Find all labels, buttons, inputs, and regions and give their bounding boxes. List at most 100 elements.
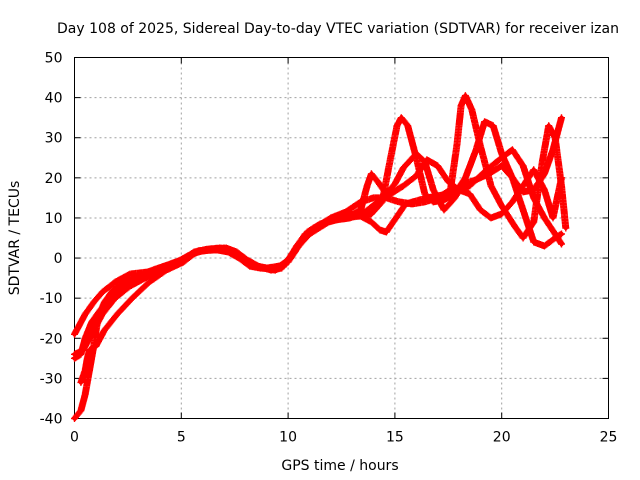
data-point [100,289,105,295]
data-point [467,183,472,189]
data-point [559,241,564,247]
data-point [512,223,517,229]
data-point [531,195,536,201]
x-tick-label: 15 [386,430,404,446]
data-point [542,243,547,249]
data-point [531,239,536,245]
data-point [115,312,120,317]
data-point [219,246,225,252]
data-point [288,255,293,261]
data-point [488,215,494,221]
data-point [478,207,483,213]
data-point [164,267,169,273]
y-tick-label: -30 [40,371,63,387]
data-point [552,135,558,140]
data-point [520,235,526,241]
data-point [546,123,551,128]
data-point [484,167,489,173]
data-point [414,173,419,179]
data-point [298,239,304,245]
data-point [89,332,94,337]
data-point [78,408,84,413]
x-tick-label: 5 [177,430,186,446]
data-point [401,165,406,171]
data-point [458,103,464,108]
data-point [394,123,400,128]
data-point [358,199,363,205]
data-point [499,203,504,209]
data-point [469,107,474,112]
data-point [414,155,419,160]
data-point [399,115,404,120]
data-point [463,93,468,98]
data-point [401,183,406,189]
data-point [473,147,479,152]
data-point [181,259,186,265]
data-point [392,181,398,187]
data-point [241,257,246,263]
x-tick-label: 0 [70,430,79,446]
data-point [76,324,81,329]
data-point [275,265,280,271]
data-point [362,209,368,215]
data-point [102,328,107,333]
data-point [72,356,77,361]
data-point [435,163,440,168]
data-point [478,143,483,148]
data-point [499,211,504,217]
y-axis-label: SDTVAR / TECUs [7,181,23,296]
data-point [82,368,88,373]
data-point [424,157,430,162]
data-point [87,348,92,353]
data-point [396,199,402,205]
data-point [324,219,329,225]
data-point [377,227,383,233]
data-point [446,191,451,197]
data-marks [71,92,570,422]
data-point [463,175,468,181]
data-point [72,416,77,421]
series-markers-1 [71,114,565,362]
data-point [91,299,96,305]
data-point [559,231,564,237]
grid [74,57,609,419]
series-track-b [71,114,565,362]
data-point [371,195,376,201]
data-point [454,143,460,148]
data-point [100,312,105,317]
data-point [550,215,556,221]
data-point [206,247,212,253]
data-point [112,295,118,301]
data-point [520,163,526,168]
data-point [388,191,393,197]
data-point [369,211,374,217]
data-point [388,155,393,160]
data-point [369,171,374,177]
data-point [230,249,235,255]
data-point [552,231,558,237]
x-axis-label: GPS time / hours [281,458,398,474]
data-point [369,219,374,225]
data-point [490,123,496,128]
data-point [85,356,90,361]
data-point [510,147,515,152]
data-point [510,175,515,181]
y-tick-label: 30 [45,131,63,147]
y-tick-label: 20 [45,171,63,187]
data-point [531,219,536,225]
data-point [467,191,472,197]
data-point [542,187,547,193]
data-point [559,115,564,120]
data-point [375,179,381,185]
data-point [559,175,564,181]
chart-title: Day 108 of 2025, Sidereal Day-to-day VTE… [57,21,619,37]
data-point [147,279,152,285]
data-point [339,213,344,219]
data-point [364,183,370,189]
data-point [354,211,359,217]
data-point [142,275,148,281]
y-tick-label: 0 [54,251,63,267]
data-point [446,179,451,185]
y-tick-label: -40 [40,412,63,428]
